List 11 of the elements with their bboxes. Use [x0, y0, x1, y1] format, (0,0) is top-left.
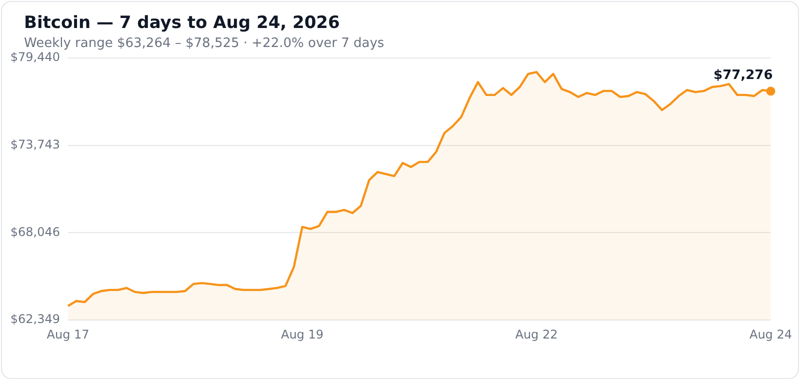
annotation: $77,276 [714, 68, 773, 84]
x-tick-label: Aug 19 [280, 327, 324, 342]
y-tick-label: $79,440 [10, 50, 60, 64]
x-tick-label: Aug 24 [749, 327, 792, 342]
y-tick-label: $68,046 [10, 224, 60, 239]
y-tick-label: $62,349 [10, 312, 60, 326]
chart-title: Bitcoin — 7 days to Aug 24, 2026 [24, 13, 340, 33]
y-tick-label: $73,743 [10, 137, 60, 152]
x-tick-label: Aug 22 [515, 327, 558, 342]
x-tick-label: Aug 17 [46, 327, 90, 342]
chart-subtitle: Weekly range $63,264 – $78,525 · +22.0% over 7 days [24, 36, 384, 51]
